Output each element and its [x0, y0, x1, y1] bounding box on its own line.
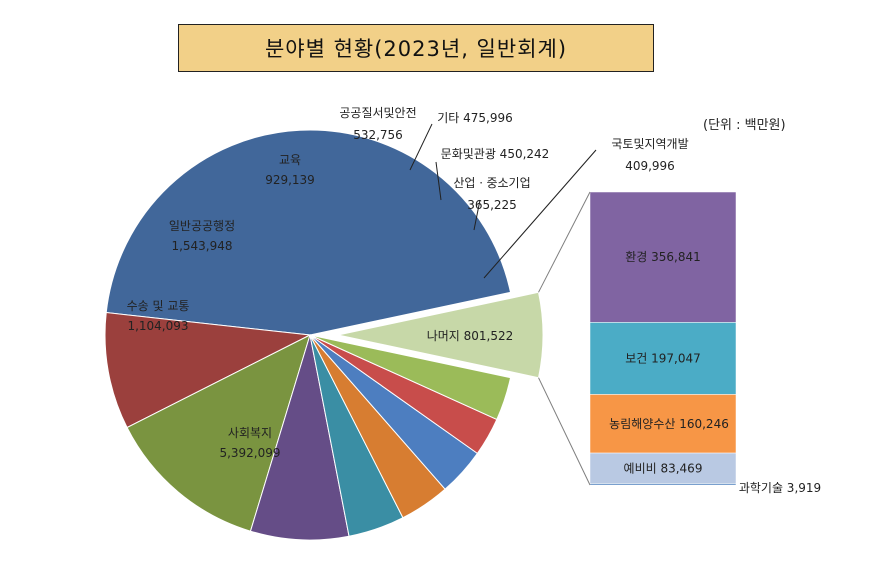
breakdown-segment-예비비: [589, 452, 737, 484]
breakdown-label-보건: 보건 197,047: [625, 351, 701, 365]
pie-slice-국토및지역개발: [309, 334, 512, 421]
leader-line-산업-중소기업: [473, 199, 481, 231]
slice-label-일반공공행정: 일반공공행정: [169, 218, 235, 233]
slice-value-교육: 929,139: [265, 173, 315, 187]
unit-note: (단위 : 백만원): [703, 118, 786, 133]
breakdown-label-농림해양수산: 농림해양수산 160,246: [609, 417, 729, 431]
slice-label-수송-및-교통: 수송 및 교통: [127, 299, 190, 313]
connector-bottom: [538, 377, 591, 486]
connector-top: [538, 191, 591, 293]
pie-slice-사회복지: [105, 129, 512, 336]
breakdown-segment-농림해양수산: [589, 394, 737, 454]
slice-value-일반공공행정: 1,543,948: [171, 239, 232, 253]
pie-slice-나머지: [337, 291, 544, 379]
slice-label-문화및관광: 문화및관광 450,242: [441, 147, 550, 161]
pie-slice-수송-및-교통: [104, 311, 312, 429]
breakdown-label-과학기술: 과학기술 3,919: [739, 481, 821, 495]
slice-value-산업-중소기업: 365,225: [467, 198, 517, 212]
slice-value-공공질서및안전: 532,756: [353, 128, 403, 142]
slice-label-기타: 기타 475,996: [437, 111, 513, 125]
breakdown-segment-과학기술: [589, 483, 737, 486]
slice-value-사회복지: 5,392,099: [219, 446, 280, 460]
connector-lines: [538, 191, 591, 486]
pie-slice-일반공공행정: [126, 334, 311, 532]
leader-line-국토및지역개발: [483, 149, 597, 279]
slice-value-국토및지역개발: 409,996: [625, 159, 675, 173]
leader-line-문화및관광: [435, 161, 442, 201]
slice-value-수송-및-교통: 1,104,093: [127, 319, 188, 333]
pie-slice-교육: [249, 334, 350, 541]
slice-label-공공질서및안전: 공공질서및안전: [339, 106, 416, 120]
slice-label-국토및지역개발: 국토및지역개발: [611, 137, 688, 151]
chart-title: 분야별 현황(2023년, 일반회계): [178, 24, 654, 72]
chart-title-text: 분야별 현황(2023년, 일반회계): [264, 37, 568, 61]
pie-slices: [104, 129, 544, 541]
leader-line-기타: [409, 123, 433, 171]
slice-label-산업-중소기업: 산업ㆍ중소기업: [453, 176, 530, 190]
breakdown-label-환경: 환경 356,841: [625, 250, 701, 264]
data-labels: 사회복지 5,392,099 수송 및 교통 1,104,093 일반공공행정 1,543…: [127, 106, 822, 495]
slice-label-사회복지: 사회복지: [228, 426, 272, 440]
slice-label-나머지: 나머지 801,522: [427, 329, 514, 343]
breakdown-bar: [589, 191, 737, 486]
breakdown-segment-환경: [589, 191, 737, 323]
slice-label-교육: 교육: [279, 153, 301, 167]
breakdown-label-예비비: 예비비 83,469: [624, 461, 703, 475]
